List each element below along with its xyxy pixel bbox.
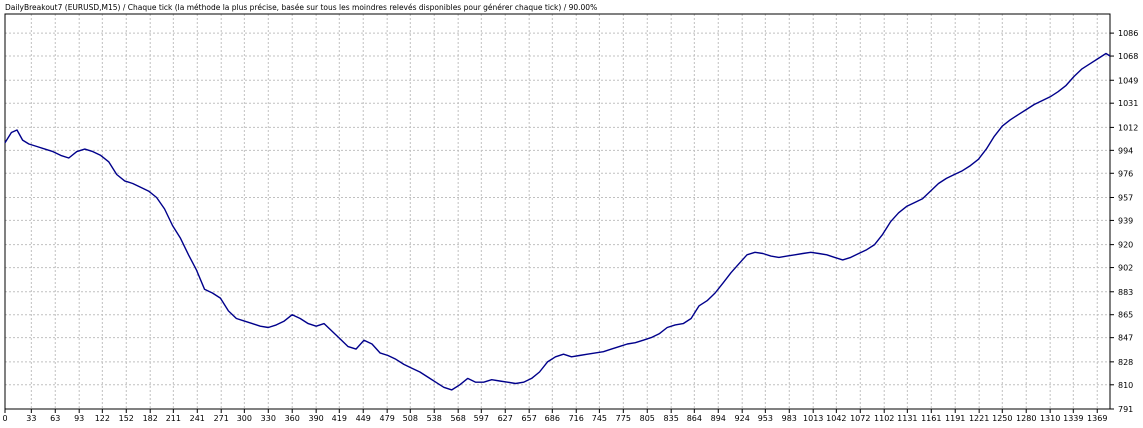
y-tick-label: 791 bbox=[1118, 405, 1133, 414]
y-tick-label: 920 bbox=[1118, 241, 1133, 250]
y-tick-label: 1049 bbox=[1118, 76, 1138, 85]
y-tick-label: 1012 bbox=[1118, 123, 1138, 132]
y-tick-label: 957 bbox=[1118, 193, 1133, 202]
y-tick-label: 865 bbox=[1118, 311, 1133, 320]
x-tick-label: 182 bbox=[143, 414, 158, 423]
x-tick-label: 1013 bbox=[803, 414, 823, 423]
x-tick-label: 1042 bbox=[826, 414, 846, 423]
x-tick-label: 1102 bbox=[874, 414, 894, 423]
x-tick-label: 894 bbox=[711, 414, 726, 423]
x-tick-label: 864 bbox=[687, 414, 702, 423]
y-tick-label: 883 bbox=[1118, 288, 1133, 297]
y-tick-label: 1086 bbox=[1118, 29, 1138, 38]
y-tick-label: 810 bbox=[1118, 381, 1133, 390]
x-tick-label: 241 bbox=[190, 414, 205, 423]
x-tick-label: 360 bbox=[285, 414, 300, 423]
x-tick-label: 1250 bbox=[992, 414, 1012, 423]
x-tick-label: 1280 bbox=[1016, 414, 1036, 423]
x-tick-label: 686 bbox=[545, 414, 560, 423]
x-tick-label: 1339 bbox=[1063, 414, 1083, 423]
x-tick-label: 1131 bbox=[897, 414, 917, 423]
x-tick-label: 63 bbox=[50, 414, 60, 423]
x-tick-label: 1161 bbox=[921, 414, 941, 423]
y-tick-label: 828 bbox=[1118, 358, 1133, 367]
x-tick-label: 924 bbox=[735, 414, 750, 423]
x-tick-label: 597 bbox=[474, 414, 489, 423]
x-tick-label: 390 bbox=[309, 414, 324, 423]
x-tick-label: 657 bbox=[522, 414, 537, 423]
x-tick-label: 835 bbox=[664, 414, 679, 423]
y-tick-label: 847 bbox=[1118, 334, 1133, 343]
x-tick-label: 330 bbox=[261, 414, 276, 423]
x-tick-label: 0 bbox=[2, 414, 7, 423]
x-tick-label: 1072 bbox=[850, 414, 870, 423]
equity-line bbox=[4, 52, 1111, 391]
x-tick-label: 1369 bbox=[1087, 414, 1107, 423]
plot-frame bbox=[4, 13, 1111, 410]
x-tick-label: 805 bbox=[640, 414, 655, 423]
chart-title: DailyBreakout7 (EURUSD,M15) / Chaque tic… bbox=[5, 3, 598, 12]
y-tick-label: 976 bbox=[1118, 169, 1133, 178]
x-tick-label: 1191 bbox=[945, 414, 965, 423]
y-tick-label: 994 bbox=[1118, 146, 1133, 155]
x-tick-label: 33 bbox=[26, 414, 36, 423]
x-tick-label: 953 bbox=[758, 414, 773, 423]
x-tick-label: 271 bbox=[214, 414, 229, 423]
y-tick-label: 939 bbox=[1118, 216, 1133, 225]
x-tick-label: 568 bbox=[451, 414, 466, 423]
x-tick-label: 775 bbox=[616, 414, 631, 423]
x-tick-label: 1310 bbox=[1040, 414, 1060, 423]
x-tick-label: 122 bbox=[95, 414, 110, 423]
x-tick-label: 508 bbox=[403, 414, 418, 423]
x-tick-label: 745 bbox=[592, 414, 607, 423]
y-tick-label: 1031 bbox=[1118, 99, 1138, 108]
x-tick-label: 1221 bbox=[969, 414, 989, 423]
x-tick-label: 211 bbox=[166, 414, 181, 423]
x-tick-label: 479 bbox=[380, 414, 395, 423]
x-tick-label: 152 bbox=[119, 414, 134, 423]
x-tick-label: 538 bbox=[427, 414, 442, 423]
x-tick-label: 419 bbox=[332, 414, 347, 423]
y-tick-label: 1068 bbox=[1118, 52, 1138, 61]
x-tick-label: 983 bbox=[782, 414, 797, 423]
x-tick-label: 300 bbox=[237, 414, 252, 423]
x-tick-label: 627 bbox=[498, 414, 513, 423]
x-tick-label: 93 bbox=[74, 414, 84, 423]
x-tick-label: 716 bbox=[569, 414, 584, 423]
x-tick-label: 449 bbox=[356, 414, 371, 423]
y-tick-label: 902 bbox=[1118, 264, 1133, 273]
